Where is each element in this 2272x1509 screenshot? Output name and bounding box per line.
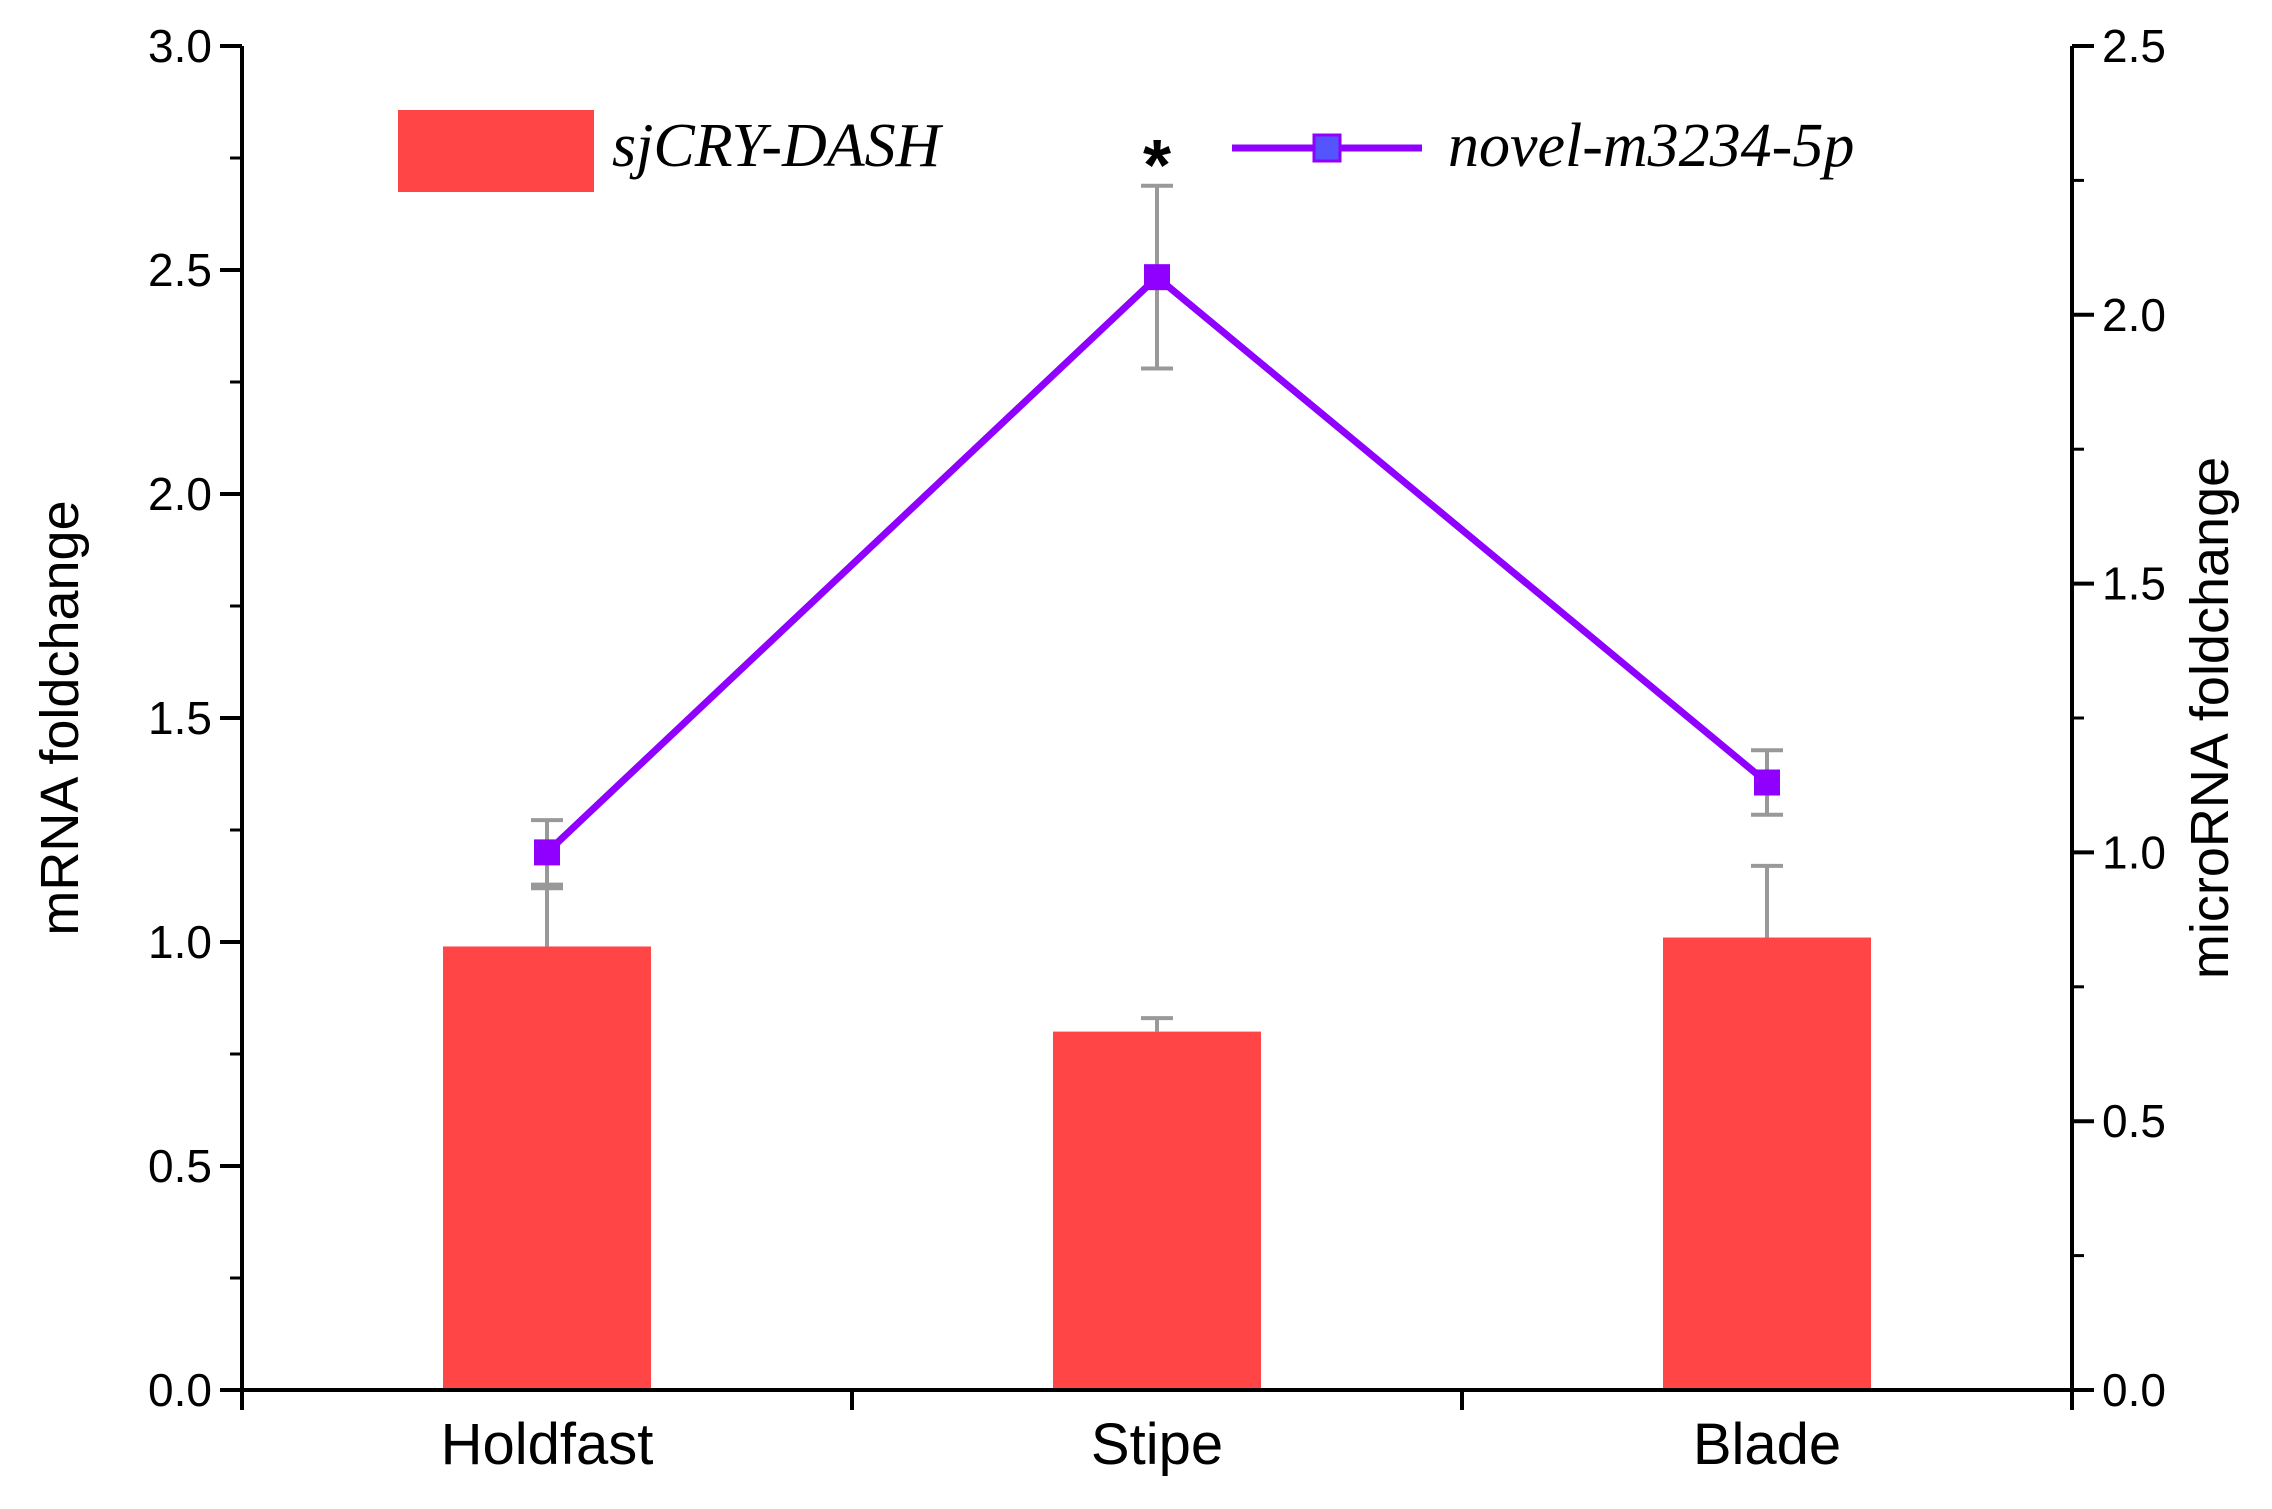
x-category-label: Stipe	[1091, 1412, 1223, 1477]
legend-swatch-bar	[398, 110, 594, 192]
legend-label-line: novel-m3234-5p	[1448, 112, 1854, 180]
significance-asterisk: *	[1143, 126, 1171, 206]
legend-swatch-marker	[1312, 133, 1342, 163]
bar-holdfast	[443, 946, 651, 1390]
labels-layer: 0.0 0.5 1.0 1.5 2.0 2.5 3.0 0.0 0.5 1.0 1.5 2.0 2.5 H…	[30, 20, 2240, 1477]
y-tick-label-right: 0.5	[2102, 1095, 2166, 1147]
y-tick-label-left: 1.5	[148, 692, 212, 744]
x-category-label: Holdfast	[441, 1412, 654, 1477]
y-axis-title-right: microRNA foldchange	[2180, 457, 2240, 979]
line-marker	[1754, 769, 1780, 796]
line-marker	[534, 839, 560, 866]
y-tick-label-left: 1.0	[148, 916, 212, 968]
axes-layer	[220, 44, 2094, 1410]
y-axis-title-left: mRNA foldchange	[30, 500, 90, 935]
y-tick-label-right: 1.0	[2102, 826, 2166, 878]
bar-stipe	[1053, 1031, 1261, 1390]
y-tick-label-left: 3.0	[148, 20, 212, 72]
bars-layer	[443, 937, 1871, 1390]
bar-blade	[1663, 937, 1871, 1390]
line-marker	[1144, 264, 1170, 291]
y-tick-label-right: 2.0	[2102, 289, 2166, 341]
y-tick-label-right: 2.5	[2102, 20, 2166, 72]
legend-label-bar: sjCRY-DASH	[612, 112, 944, 180]
y-tick-label-left: 0.0	[148, 1364, 212, 1416]
y-tick-label-right: 0.0	[2102, 1364, 2166, 1416]
line-layer	[534, 264, 1780, 866]
legend: sjCRY-DASH novel-m3234-5p	[398, 110, 1854, 192]
y-tick-label-right: 1.5	[2102, 558, 2166, 610]
x-category-label: Blade	[1693, 1412, 1841, 1477]
bar-errors-layer	[531, 863, 1783, 1032]
y-tick-label-left: 0.5	[148, 1140, 212, 1192]
y-tick-label-left: 2.0	[148, 468, 212, 520]
y-tick-label-left: 2.5	[148, 244, 212, 296]
